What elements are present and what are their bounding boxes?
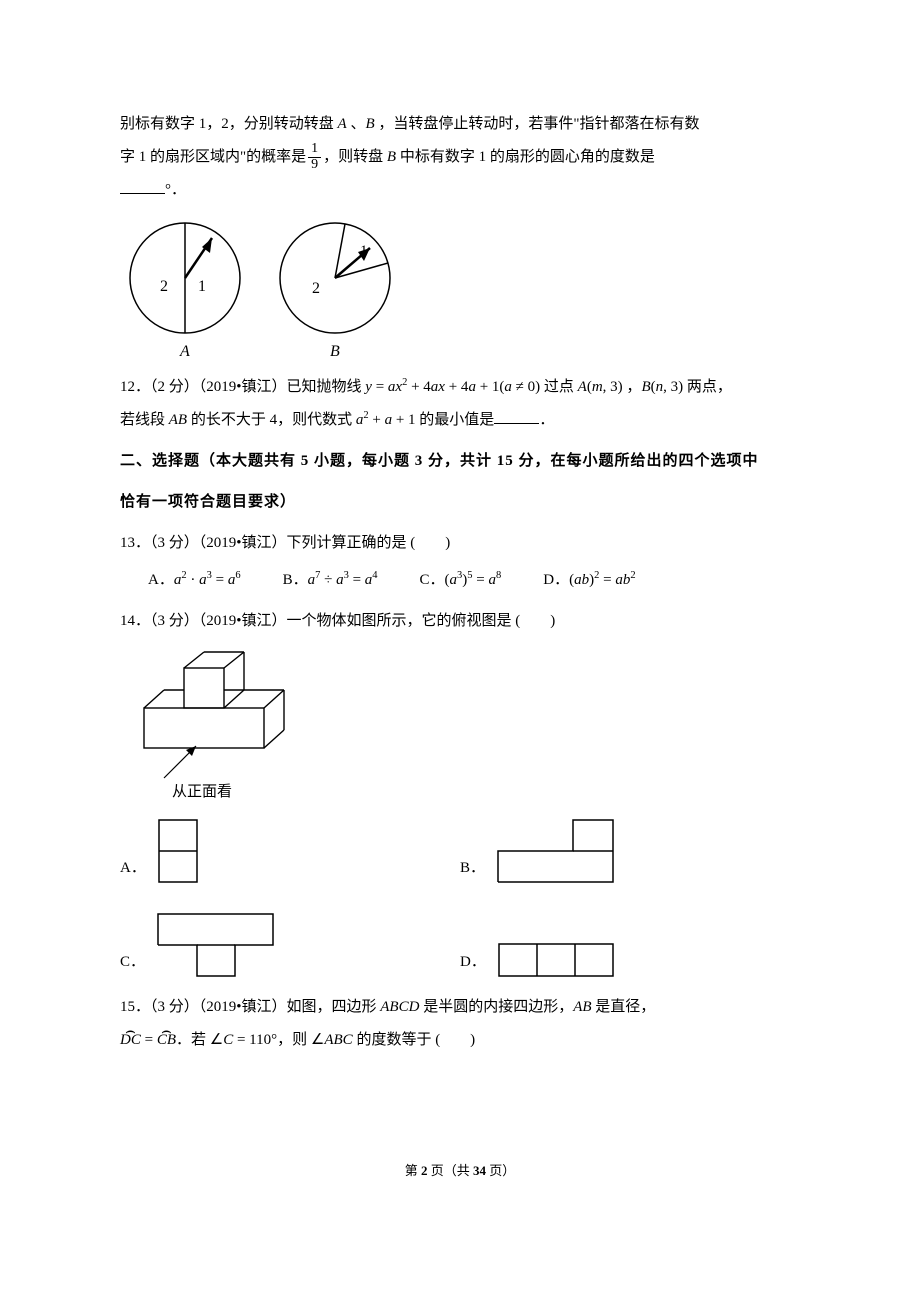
q12-l2a: 若线段 — [120, 412, 169, 428]
q15-line2: DC = CB．若 ∠C = 110°，则 ∠ABC 的度数等于 ( ) — [120, 1024, 800, 1057]
q12-l2b: 的长不大于 4，则代数式 — [187, 412, 356, 428]
q14-solid-figure: 从正面看 — [134, 648, 800, 803]
q14-options: A． B． C． D． — [120, 815, 800, 981]
q14-b-svg — [493, 815, 643, 887]
q14-d-svg — [494, 941, 624, 981]
q14-c-svg — [153, 909, 283, 981]
q14-d-lbl: D． — [460, 946, 486, 981]
footer-b: 页（共 — [427, 1163, 473, 1178]
spinner-figure: 1 2 A 1 2 B — [120, 213, 800, 363]
q11-line1: 别标有数字 1，2，分别转动转盘 A 、B ，当转盘停止转动时，若事件"指针都落… — [120, 108, 800, 141]
q11-t5: ，则转盘 — [323, 149, 387, 165]
q11-B2: B — [387, 149, 396, 165]
q15-l1c: 是直径， — [592, 999, 656, 1015]
arc-cb: CB — [157, 1024, 176, 1057]
q11-A1: A — [338, 116, 347, 132]
page-footer: 第 2 页（共 34 页） — [120, 1157, 800, 1186]
q12-mid: 过点 — [540, 379, 578, 395]
frac-num: 1 — [308, 142, 321, 158]
q14-opt-c: C． — [120, 909, 460, 981]
q13-stem: 13．（3 分）（2019•镇江）下列计算正确的是 ( ) — [120, 527, 800, 560]
q12-l2c: 的最小值是 — [416, 412, 495, 428]
front-view-caption: 从正面看 — [172, 783, 232, 800]
q13-c-lbl: C． — [420, 572, 445, 588]
q14-a-svg — [154, 815, 204, 887]
q14-opt-a: A． — [120, 815, 460, 887]
q15-l2e: 的度数等于 ( ) — [353, 1032, 476, 1048]
fraction-1-9: 19 — [308, 142, 321, 172]
q11-line3: °． — [120, 174, 800, 207]
q12-e1: 两点， — [683, 379, 732, 395]
q11-line2: 字 1 的扇形区域内"的概率是19，则转盘 B 中标有数字 1 的扇形的圆心角的… — [120, 141, 800, 174]
spinner-a-1: 1 — [198, 278, 206, 295]
solid-svg: 从正面看 — [134, 648, 314, 803]
q15-eq: = — [141, 1032, 157, 1048]
spinner-a-2: 2 — [160, 278, 168, 295]
q11-t6: 中标有数字 1 的扇形的圆心角的度数是 — [396, 149, 655, 165]
answer-blank-12 — [494, 411, 539, 425]
q15-line1: 15．（3 分）（2019•镇江）如图，四边形 ABCD 是半圆的内接四边形，A… — [120, 991, 800, 1024]
q12-c1: ， — [623, 379, 642, 395]
section-2-title-l1: 二、选择题（本大题共有 5 小题，每小题 3 分，共计 15 分，在每小题所给出… — [120, 445, 800, 478]
spinner-b: 1 2 B — [280, 223, 390, 360]
answer-blank-11 — [120, 181, 165, 195]
q11-B1: B — [365, 116, 374, 132]
q15-l2c: ．若 — [176, 1032, 210, 1048]
q13-opt-c: C．(a3)5 = a8 — [420, 564, 502, 597]
q13-b-lbl: B． — [283, 572, 308, 588]
frac-den: 9 — [308, 158, 321, 173]
q13-opt-b: B．a7 ÷ a3 = a4 — [283, 564, 378, 597]
q12-line2: 若线段 AB 的长不大于 4，则代数式 a2 + a + 1 的最小值是． — [120, 404, 800, 437]
footer-c: 页） — [486, 1163, 515, 1178]
q11-degree: °． — [165, 182, 186, 198]
q15-ab: AB — [573, 999, 591, 1015]
q12-prefix: 12．（2 分）（2019•镇江）已知抛物线 — [120, 379, 365, 395]
q13-opt-a: A．a2 · a3 = a6 — [148, 564, 241, 597]
q13-a-lbl: A． — [148, 572, 174, 588]
q13-opt-d: D．(ab)2 = ab2 — [543, 564, 635, 597]
q14-a-lbl: A． — [120, 852, 146, 887]
q13-options: A．a2 · a3 = a6 B．a7 ÷ a3 = a4 C．(a3)5 = … — [120, 564, 800, 597]
arc-dc: DC — [120, 1024, 141, 1057]
spinner-b-2: 2 — [312, 280, 320, 297]
footer-total: 34 — [473, 1163, 486, 1178]
q14-stem: 14．（3 分）（2019•镇江）一个物体如图所示，它的俯视图是 ( ) — [120, 605, 800, 638]
q15-l2d: ，则 — [277, 1032, 311, 1048]
q11-t4: 字 1 的扇形区域内"的概率是 — [120, 149, 306, 165]
q15-l1a: 15．（3 分）（2019•镇江）如图，四边形 — [120, 999, 380, 1015]
spinners-svg: 1 2 A 1 2 B — [120, 213, 410, 363]
q14-b-lbl: B． — [460, 852, 485, 887]
q12-AB: AB — [169, 412, 187, 428]
q14-opt-b: B． — [460, 815, 800, 887]
q15-l1b: 是半圆的内接四边形， — [419, 999, 573, 1015]
spinner-b-1: 1 — [360, 243, 368, 259]
spinner-a: 1 2 A — [130, 223, 240, 360]
footer-a: 第 — [405, 1163, 421, 1178]
q14-opt-d: D． — [460, 909, 800, 981]
q11-t1: 别标有数字 1，2，分别转动转盘 — [120, 116, 338, 132]
q15-cb: CB — [157, 1032, 176, 1048]
q11-t2: 、 — [347, 116, 366, 132]
q12-period: ． — [539, 412, 554, 428]
spinner-b-label: B — [330, 343, 340, 360]
spinner-a-label: A — [179, 343, 190, 360]
q13-d-lbl: D． — [543, 572, 569, 588]
q11-t3: ，当转盘停止转动时，若事件"指针都落在标有数 — [375, 116, 700, 132]
q15-dc: DC — [120, 1032, 141, 1048]
q14-c-lbl: C． — [120, 946, 145, 981]
section-2-title-l2: 恰有一项符合题目要求） — [120, 486, 800, 519]
q12-line1: 12．（2 分）（2019•镇江）已知抛物线 y = ax2 + 4ax + 4… — [120, 371, 800, 404]
q15-abcd: ABCD — [380, 999, 419, 1015]
